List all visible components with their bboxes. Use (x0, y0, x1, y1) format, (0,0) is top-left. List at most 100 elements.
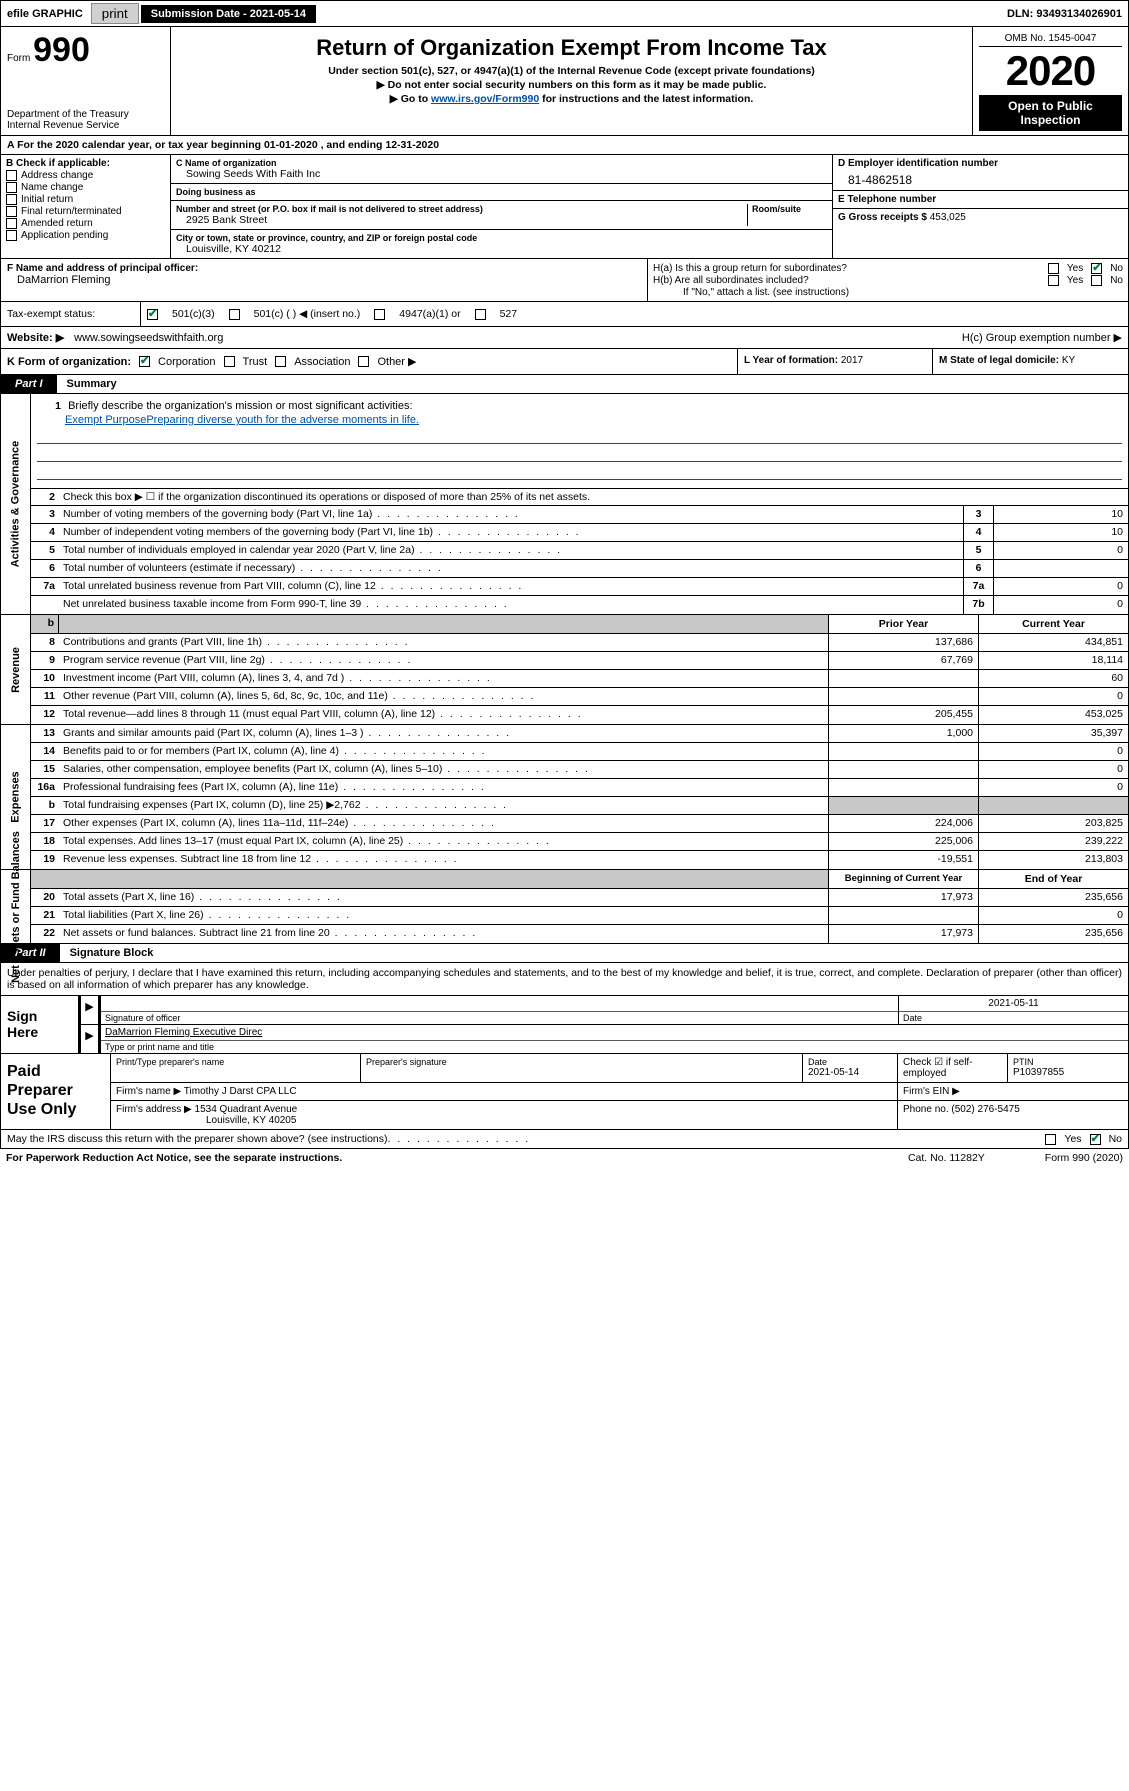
signature-block: Sign Here ▶ Signature of officer 2021-05… (0, 996, 1129, 1054)
form-header: Form 990 Department of the Treasury Inte… (0, 27, 1129, 136)
current-value: 235,656 (978, 925, 1128, 943)
current-value: 0 (978, 743, 1128, 760)
h-b-no[interactable] (1091, 275, 1102, 286)
tax-period: A For the 2020 calendar year, or tax yea… (0, 136, 1129, 155)
prior-value (828, 761, 978, 778)
netassets-section: Net Assets or Fund Balances Beginning of… (0, 870, 1129, 944)
ptin: P10397855 (1013, 1067, 1123, 1078)
prior-value (828, 779, 978, 796)
current-value: 0 (978, 688, 1128, 705)
prior-value: -19,551 (828, 851, 978, 869)
prior-value: 225,006 (828, 833, 978, 850)
line-value: 0 (993, 596, 1128, 614)
other-checkbox[interactable] (358, 356, 369, 367)
sig-date: 2021-05-11 (899, 996, 1128, 1012)
prior-value (828, 907, 978, 924)
boxb-checkbox[interactable] (6, 206, 17, 217)
entity-block: B Check if applicable: Address changeNam… (0, 155, 1129, 259)
boxb-checkbox[interactable] (6, 182, 17, 193)
discuss-no[interactable] (1090, 1134, 1101, 1145)
preparer-block: Paid Preparer Use Only Print/Type prepar… (0, 1054, 1129, 1130)
prior-value: 17,973 (828, 889, 978, 906)
current-value: 0 (978, 761, 1128, 778)
h-b-yes[interactable] (1048, 275, 1059, 286)
subtitle-3: ▶ Go to www.irs.gov/Form990 for instruct… (177, 93, 966, 105)
website: www.sowingseedswithfaith.org (74, 332, 223, 344)
boxb-checkbox[interactable] (6, 230, 17, 241)
form-prefix: Form (7, 53, 30, 64)
prior-value: 67,769 (828, 652, 978, 669)
tax-exempt-status: Tax-exempt status: 501(c)(3) 501(c) ( ) … (0, 302, 1129, 327)
part2-header: Part II Signature Block (0, 944, 1129, 963)
cat-no: Cat. No. 11282Y (908, 1152, 985, 1164)
current-value: 18,114 (978, 652, 1128, 669)
prior-value (828, 743, 978, 760)
part1-header: Part I Summary (0, 375, 1129, 394)
h-a-no[interactable] (1091, 263, 1102, 274)
ein: 81-4862518 (838, 169, 1123, 187)
perjury-text: Under penalties of perjury, I declare th… (0, 963, 1129, 996)
instructions-link[interactable]: www.irs.gov/Form990 (431, 93, 539, 105)
current-value: 239,222 (978, 833, 1128, 850)
prior-value (828, 670, 978, 687)
officer-name-title: DaMarrion Fleming Executive Direc (101, 1025, 1128, 1041)
gross-receipts: 453,025 (930, 212, 966, 223)
prep-date: 2021-05-14 (808, 1067, 892, 1078)
4947-checkbox[interactable] (374, 309, 385, 320)
boxb-checkbox[interactable] (6, 170, 17, 181)
prior-value: 224,006 (828, 815, 978, 832)
footer: For Paperwork Reduction Act Notice, see … (0, 1149, 1129, 1167)
arrow-icon: ▶ (85, 1000, 93, 1013)
assoc-checkbox[interactable] (275, 356, 286, 367)
principal-officer: DaMarrion Fleming (7, 274, 641, 286)
corp-checkbox[interactable] (139, 356, 150, 367)
box-d-e-g: D Employer identification number 81-4862… (833, 155, 1128, 258)
efile-label: efile GRAPHIC (1, 6, 89, 22)
prior-value: 1,000 (828, 725, 978, 742)
firm-addr2: Louisville, KY 40205 (116, 1115, 296, 1126)
current-value: 0 (978, 907, 1128, 924)
current-value: 60 (978, 670, 1128, 687)
discuss-yes[interactable] (1045, 1134, 1056, 1145)
527-checkbox[interactable] (475, 309, 486, 320)
prior-value: 17,973 (828, 925, 978, 943)
state-domicile: KY (1062, 355, 1075, 366)
501c-checkbox[interactable] (229, 309, 240, 320)
revenue-section: Revenue b Prior Year Current Year 8Contr… (0, 615, 1129, 725)
website-row: Website: ▶ www.sowingseedswithfaith.org … (0, 327, 1129, 349)
k-l-m-row: K Form of organization: Corporation Trus… (0, 349, 1129, 375)
line-value: 10 (993, 506, 1128, 523)
discuss-row: May the IRS discuss this return with the… (0, 1130, 1129, 1149)
city-state-zip: Louisville, KY 40212 (176, 243, 827, 255)
prior-value (828, 688, 978, 705)
current-value (978, 797, 1128, 814)
submission-date: Submission Date - 2021-05-14 (141, 5, 316, 23)
current-value: 35,397 (978, 725, 1128, 742)
arrow-icon: ▶ (85, 1029, 93, 1042)
firm-phone: (502) 276-5475 (951, 1104, 1019, 1115)
tax-year: 2020 (979, 47, 1122, 95)
street: 2925 Bank Street (176, 214, 747, 226)
current-value: 453,025 (978, 706, 1128, 724)
subtitle-1: Under section 501(c), 527, or 4947(a)(1)… (177, 65, 966, 77)
line-value: 0 (993, 578, 1128, 595)
line-value: 0 (993, 542, 1128, 559)
print-button[interactable]: print (91, 3, 139, 24)
dln: DLN: 93493134026901 (1001, 6, 1128, 22)
prior-value (828, 797, 978, 814)
trust-checkbox[interactable] (224, 356, 235, 367)
boxb-checkbox[interactable] (6, 218, 17, 229)
current-value: 203,825 (978, 815, 1128, 832)
h-a-yes[interactable] (1048, 263, 1059, 274)
omb-number: OMB No. 1545-0047 (979, 31, 1122, 47)
org-name: Sowing Seeds With Faith Inc (176, 168, 827, 180)
current-value: 434,851 (978, 634, 1128, 651)
501c3-checkbox[interactable] (147, 309, 158, 320)
form-number: 990 (33, 31, 90, 69)
current-value: 213,803 (978, 851, 1128, 869)
line-value (993, 560, 1128, 577)
firm-addr: 1534 Quadrant Avenue (195, 1104, 298, 1115)
boxb-checkbox[interactable] (6, 194, 17, 205)
open-to-public: Open to Public Inspection (979, 95, 1122, 131)
current-value: 0 (978, 779, 1128, 796)
